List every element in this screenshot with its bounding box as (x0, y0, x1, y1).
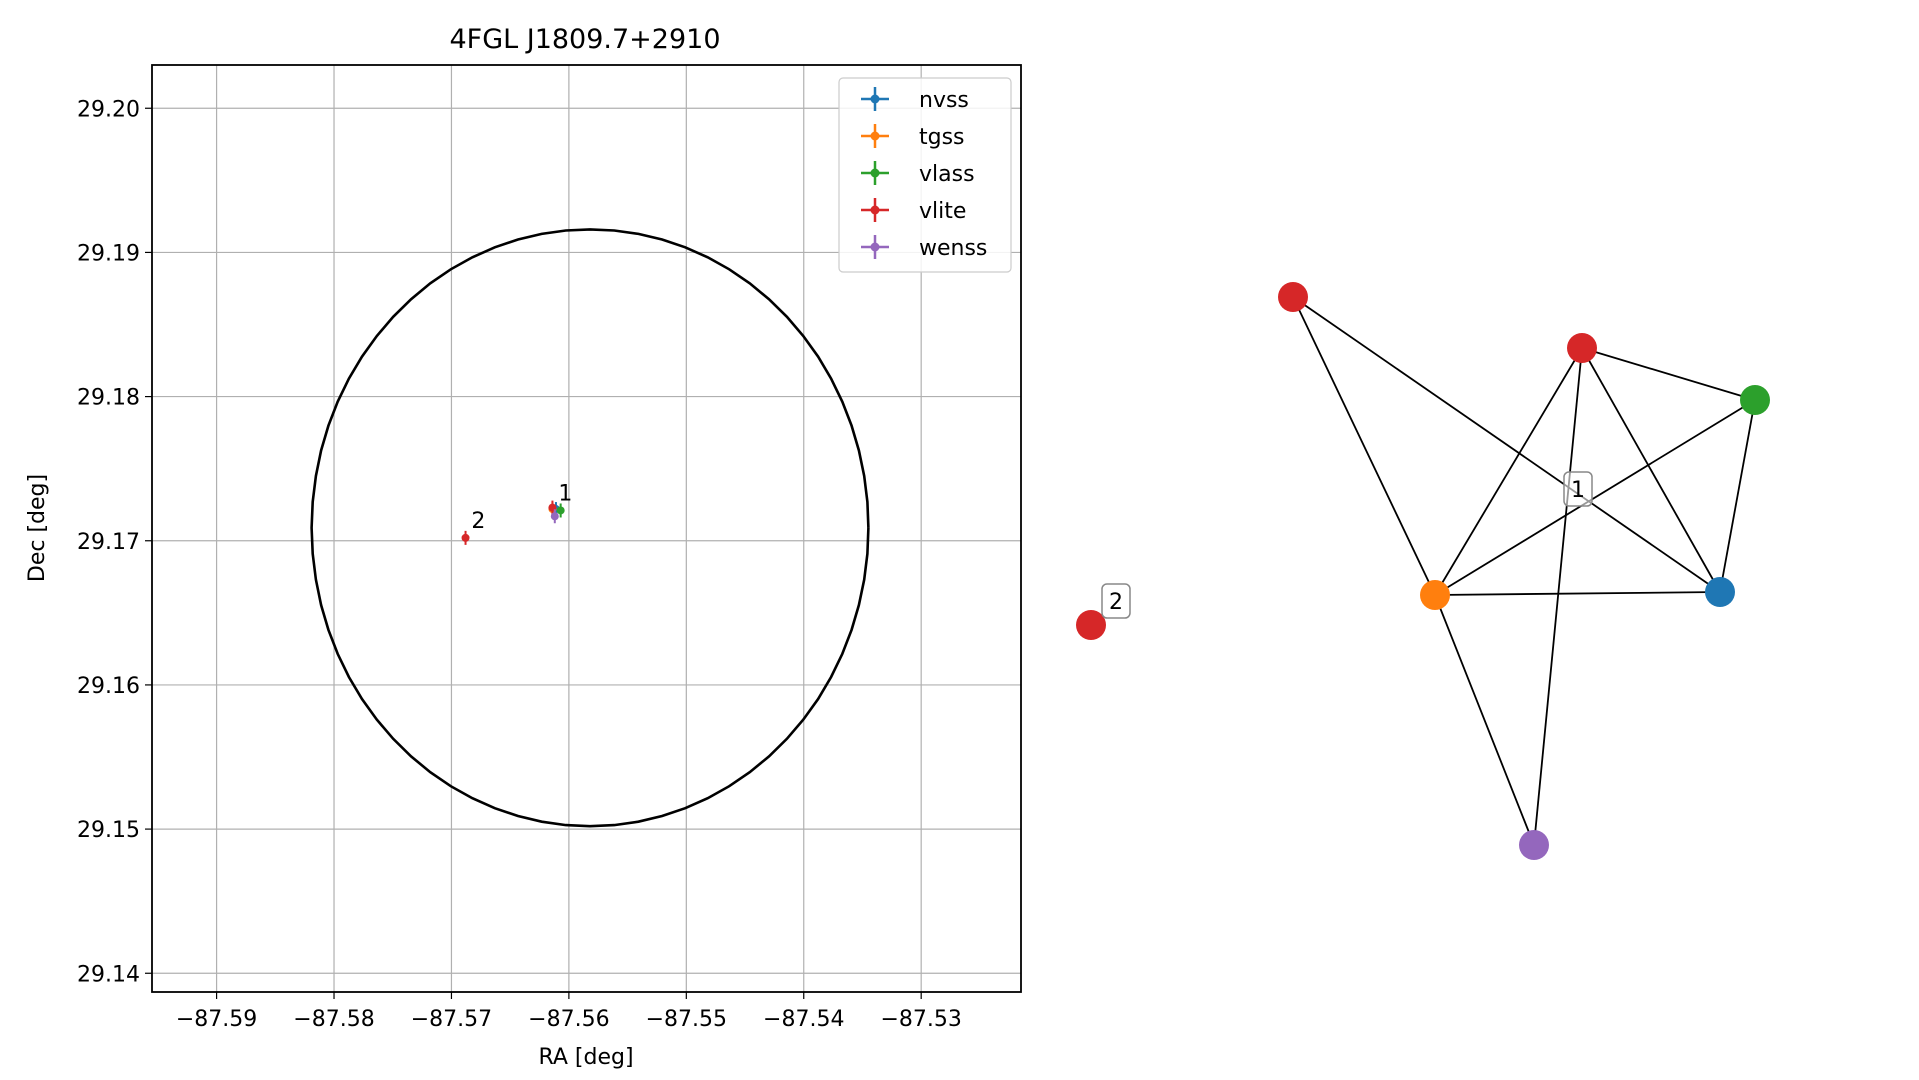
legend-label-vlass: vlass (919, 162, 975, 187)
network-node-vlite_a (1278, 282, 1308, 312)
network-labels: 12 (1101, 471, 1593, 619)
legend-label-vlite: vlite (919, 199, 966, 224)
network-edge (1434, 347, 1583, 596)
point-annotation: 1 (558, 481, 572, 506)
x-tick-label: −87.56 (528, 1007, 609, 1032)
network-node-vlite_c (1076, 610, 1106, 640)
localization-circle (310, 228, 870, 828)
network-node-vlass (1740, 385, 1770, 415)
network-edge (1292, 296, 1721, 593)
x-tick-label: −87.58 (293, 1007, 374, 1032)
y-tick-label: 29.16 (77, 674, 140, 699)
scatter-panel: 4FGL J1809.7+2910 12 −87.59 −87.58 −87.57−… (25, 24, 1022, 1070)
x-tick-label: −87.54 (763, 1007, 844, 1032)
network-edge (1533, 347, 1583, 846)
legend-marker-vlite (870, 205, 880, 215)
legend: nvss tgss vlass vlite wenss (838, 77, 1012, 273)
network-node-wenss (1519, 830, 1549, 860)
network-edge (1434, 594, 1535, 846)
y-axis-label: Dec [deg] (25, 474, 50, 582)
legend-marker-tgss (870, 131, 880, 141)
x-tick-label: −87.57 (411, 1007, 492, 1032)
network-edge (1434, 591, 1721, 596)
point-annotation: 2 (471, 509, 485, 534)
network-edge (1581, 347, 1721, 593)
legend-marker-wenss (870, 242, 880, 252)
y-tick-label: 29.14 (77, 962, 140, 987)
chart-title: 4FGL J1809.7+2910 (449, 24, 720, 55)
network-label: 2 (1109, 590, 1123, 615)
x-tick-label: −87.55 (646, 1007, 727, 1032)
network-label-box (1563, 471, 1593, 507)
network-nodes (1076, 282, 1770, 860)
axis-ticks: −87.59 −87.58 −87.57 −87.56 −87.55 −87.54 −87.… (77, 97, 962, 1032)
network-node-tgss (1420, 580, 1450, 610)
legend-label-nvss: nvss (919, 88, 969, 113)
network-edge (1719, 399, 1756, 593)
y-tick-label: 29.15 (77, 818, 140, 843)
data-points: 12 (461, 481, 572, 545)
y-tick-label: 29.20 (77, 97, 140, 122)
x-tick-label: −87.53 (880, 1007, 961, 1032)
data-point-vlass (556, 506, 565, 515)
y-tick-label: 29.17 (77, 530, 140, 555)
network-panel: 12 (1076, 282, 1770, 860)
y-tick-label: 29.19 (77, 241, 140, 266)
legend-label-wenss: wenss (919, 236, 987, 261)
network-label-box (1101, 583, 1131, 619)
x-axis-label: RA [deg] (538, 1045, 633, 1070)
network-edges (1292, 296, 1756, 846)
network-node-vlite_b (1567, 333, 1597, 363)
legend-box (838, 77, 1012, 273)
network-edge (1434, 399, 1756, 596)
legend-marker-vlass (870, 168, 880, 178)
circle-outline (310, 228, 870, 828)
network-node-nvss (1705, 577, 1735, 607)
network-label: 1 (1571, 478, 1585, 503)
x-tick-label: −87.59 (176, 1007, 257, 1032)
network-edge (1292, 296, 1436, 596)
network-edge (1581, 347, 1756, 401)
plot-frame (151, 64, 1022, 993)
grid-lines (152, 65, 1021, 992)
data-point-vlite (461, 533, 470, 542)
y-tick-label: 29.18 (77, 386, 140, 411)
data-point-wenss (550, 512, 559, 521)
legend-label-tgss: tgss (919, 125, 965, 150)
legend-marker-nvss (870, 94, 880, 104)
